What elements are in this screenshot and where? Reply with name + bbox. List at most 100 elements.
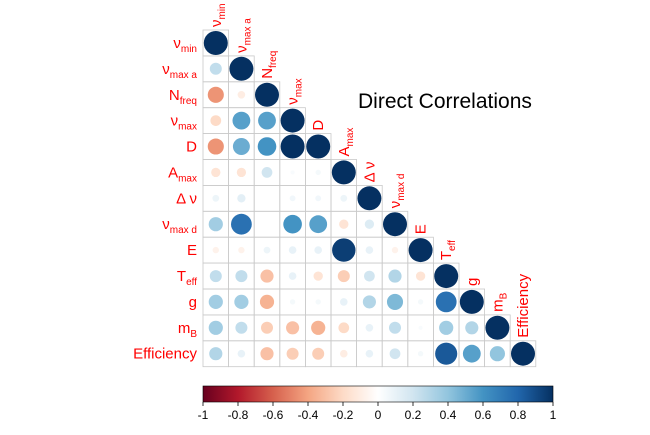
correlation-circle	[386, 293, 404, 310]
correlation-circle	[364, 270, 375, 282]
correlation-circle	[280, 108, 305, 133]
correlation-circle	[260, 269, 274, 283]
correlation-circle	[309, 215, 328, 234]
correlation-circle	[462, 344, 481, 363]
column-label: Amax	[336, 128, 356, 157]
colorbar: -1 -0.8 -0.6 -0.4 -0.2 0 0.2 0.4 0.6 0.8 1	[198, 385, 557, 422]
correlation-circle	[209, 62, 222, 75]
row-label: Amax	[168, 164, 197, 184]
correlation-circle	[465, 321, 479, 335]
correlation-circle	[315, 169, 321, 176]
correlation-circle	[210, 115, 222, 126]
correlation-circle	[485, 315, 510, 340]
row-labels: νmin νmax a Nfreq νmax D Amax Δ ν νmax d E Teff gm…	[133, 35, 197, 363]
correlation-circle	[235, 321, 248, 334]
correlation-circle	[388, 269, 402, 283]
correlation-circle	[286, 321, 300, 335]
correlation-circle	[260, 347, 274, 361]
correlation-circle	[211, 167, 221, 178]
correlation-grid	[202, 29, 537, 368]
correlation-circle	[208, 320, 223, 335]
colorbar-tick-label: -0.2	[333, 408, 354, 422]
correlation-circle	[289, 299, 296, 305]
colorbar-gradient	[202, 385, 554, 403]
correlation-circle	[237, 91, 246, 99]
correlation-circle	[261, 321, 273, 334]
correlation-circle	[338, 322, 350, 334]
correlation-circle	[340, 194, 348, 202]
correlation-circle	[365, 246, 374, 254]
column-label: Teff	[438, 240, 458, 260]
correlation-circle	[357, 186, 382, 211]
correlation-circle	[212, 194, 220, 202]
correlation-circle	[208, 294, 223, 309]
correlation-circle	[340, 298, 348, 306]
correlation-circle	[257, 137, 277, 156]
correlation-circle	[415, 271, 426, 281]
correlation-circle	[234, 294, 249, 309]
correlation-circle	[511, 341, 535, 366]
correlation-circle	[280, 134, 305, 159]
correlation-circle	[365, 349, 374, 358]
correlation-circle	[435, 291, 457, 313]
correlation-circles	[203, 31, 535, 366]
correlation-circle	[207, 86, 224, 103]
correlation-circle	[290, 170, 295, 175]
correlation-circle	[207, 138, 224, 155]
row-label: Δ ν	[176, 190, 197, 207]
correlation-circle	[203, 31, 228, 55]
column-label: mB	[489, 292, 509, 312]
correlation-circle	[259, 294, 275, 309]
row-label: Efficiency	[133, 346, 197, 363]
correlation-circle	[418, 325, 423, 330]
colorbar-tick-label: -0.6	[263, 408, 284, 422]
row-label: νmax d	[162, 216, 197, 236]
correlation-circle	[459, 289, 484, 314]
colorbar-tick-label: 0	[375, 408, 382, 422]
column-label: Δ ν	[361, 162, 378, 183]
correlation-circle	[237, 194, 246, 203]
column-label: νmax a	[233, 18, 253, 53]
correlation-circle	[313, 271, 323, 281]
column-label: D	[310, 120, 327, 131]
column-label: g	[464, 278, 481, 286]
colorbar-tick-label: 0.8	[510, 408, 527, 422]
correlation-circle	[435, 342, 458, 365]
colorbar-tick-label: 0.2	[405, 408, 422, 422]
correlation-circle	[232, 138, 250, 155]
row-label: νmax	[171, 113, 197, 133]
correlation-circle	[339, 219, 349, 229]
row-label: νmax a	[162, 61, 197, 81]
correlation-circle	[237, 349, 246, 358]
correlation-circle	[208, 217, 223, 232]
correlation-circle	[288, 272, 297, 280]
chart-title: Direct Correlations	[358, 90, 532, 113]
correlation-circle	[391, 246, 399, 254]
correlation-circle	[263, 246, 271, 254]
correlation-circle	[337, 270, 350, 283]
grid-cell	[509, 340, 537, 368]
correlation-circle	[408, 238, 433, 263]
correlation-circle	[362, 295, 376, 309]
correlation-circle	[417, 299, 424, 305]
correlation-circle	[383, 212, 407, 237]
correlation-circle	[231, 213, 252, 235]
correlation-circle	[261, 167, 273, 178]
correlation-circle	[365, 324, 374, 332]
correlation-circle	[311, 320, 326, 335]
correlation-circle	[340, 349, 348, 358]
correlation-circle	[364, 219, 375, 229]
row-label: D	[186, 139, 197, 156]
correlation-circle	[389, 321, 401, 334]
row-label: mB	[178, 320, 198, 340]
column-label: νmax d	[387, 174, 407, 209]
colorbar-tick-label: -0.8	[228, 408, 249, 422]
correlation-circle	[232, 111, 251, 130]
correlation-circle	[312, 347, 325, 360]
column-label: νmax	[285, 78, 305, 104]
colorbar-tick-label: 0.6	[475, 408, 492, 422]
correlation-circle	[238, 246, 245, 254]
row-label: g	[189, 294, 197, 311]
